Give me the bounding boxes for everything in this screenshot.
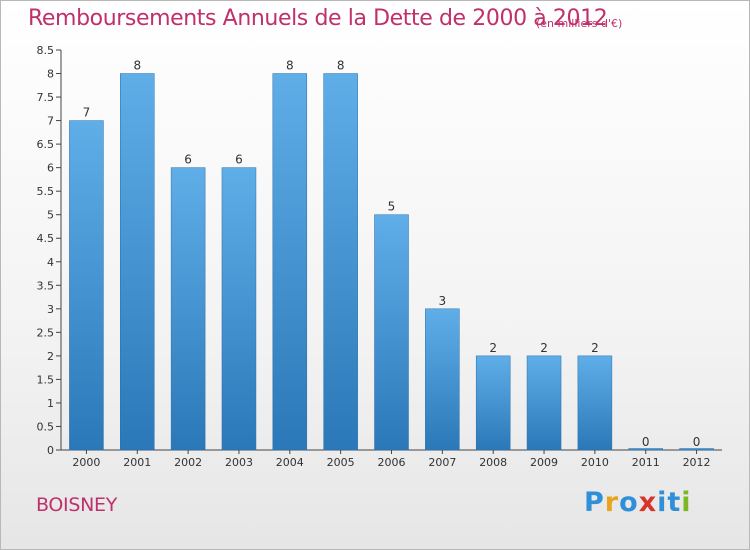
logo-letter: t [667, 487, 682, 518]
bar-2009 [526, 355, 562, 451]
y-tick-label: 1 [47, 397, 54, 410]
data-label-2012: 0 [693, 435, 701, 449]
y-tick-label: 3 [47, 303, 54, 316]
logo-letter: i [657, 487, 668, 518]
y-tick-label: 2 [47, 350, 54, 363]
y-tick-label: 5 [47, 209, 54, 222]
x-tick-label: 2009 [530, 456, 558, 469]
data-label-2008: 2 [489, 341, 497, 355]
data-label-2004: 8 [286, 59, 294, 73]
data-label-2011: 0 [642, 435, 650, 449]
y-tick-label: 0 [47, 444, 54, 457]
x-tick-label: 2010 [581, 456, 609, 469]
y-tick-label: 7 [47, 115, 54, 128]
bar-2000 [69, 120, 104, 451]
x-tick-label: 2007 [428, 456, 456, 469]
y-tick-label: 8.5 [37, 44, 55, 57]
x-tick-label: 2001 [123, 456, 151, 469]
data-label-2006: 5 [388, 200, 396, 214]
bar-series [69, 73, 714, 451]
logo-letter: x [638, 487, 658, 518]
chart-title: Remboursements Annuels de la Dette de 20… [28, 6, 608, 31]
logo-letter: P [584, 487, 605, 518]
y-tick-label: 6 [47, 162, 54, 175]
data-label-2000: 7 [83, 106, 91, 120]
data-label-2007: 3 [439, 294, 447, 308]
bar-2005 [323, 73, 358, 451]
bar-2003 [221, 167, 257, 451]
x-tick-label: 2003 [225, 456, 253, 469]
logo-letter: o [619, 487, 639, 518]
proxiti-logo: Proxiti [584, 487, 692, 518]
data-label-2005: 8 [337, 59, 345, 73]
commune-name: BOISNEY [36, 494, 118, 516]
y-tick-label: 6.5 [37, 138, 55, 151]
y-tick-label: 1.5 [37, 373, 55, 386]
x-tick-label: 2005 [327, 456, 355, 469]
unit-note: (en milliers d'€) [536, 17, 623, 30]
y-axis: 0 0.5 1 1.5 2 2.5 3 3.5 4 4.5 5 5.5 6 6.5 7 7.5 8 8.5 [37, 44, 62, 457]
x-tick-label: 2004 [276, 456, 304, 469]
bar-2004 [272, 73, 308, 451]
y-tick-label: 3.5 [37, 279, 55, 292]
data-label-2009: 2 [540, 341, 548, 355]
logo-letter: i [681, 487, 692, 518]
data-label-2003: 6 [235, 153, 243, 167]
bar-2010 [577, 355, 613, 451]
bar-2007 [425, 308, 460, 451]
bar-2008 [475, 355, 511, 451]
x-tick-label: 2002 [174, 456, 202, 469]
y-tick-label: 4.5 [37, 232, 55, 245]
x-axis: 2000 2001 2002 2003 2004 2005 2006 2007 2008 2009… [61, 449, 722, 469]
x-tick-label: 2012 [683, 456, 711, 469]
bar-2002 [170, 167, 206, 451]
data-label-2001: 8 [133, 59, 141, 73]
bar-2011 [628, 448, 663, 451]
y-tick-label: 4 [47, 256, 54, 269]
y-tick-label: 7.5 [37, 91, 55, 104]
x-tick-label: 2006 [378, 456, 406, 469]
data-label-2010: 2 [591, 341, 599, 355]
bar-2001 [120, 73, 155, 451]
x-tick-label: 2011 [632, 456, 660, 469]
y-tick-label: 5.5 [37, 185, 55, 198]
y-tick-label: 8 [47, 68, 54, 81]
data-label-2002: 6 [184, 153, 192, 167]
bar-2012 [679, 448, 714, 451]
logo-letter: r [604, 487, 620, 518]
data-labels: 7 8 6 6 8 8 5 3 2 2 2 0 0 [83, 59, 701, 449]
x-tick-label: 2000 [72, 456, 100, 469]
y-tick-label: 2.5 [37, 326, 55, 339]
y-tick-label: 0.5 [37, 420, 55, 433]
bar-2006 [374, 214, 409, 451]
x-tick-label: 2008 [479, 456, 507, 469]
